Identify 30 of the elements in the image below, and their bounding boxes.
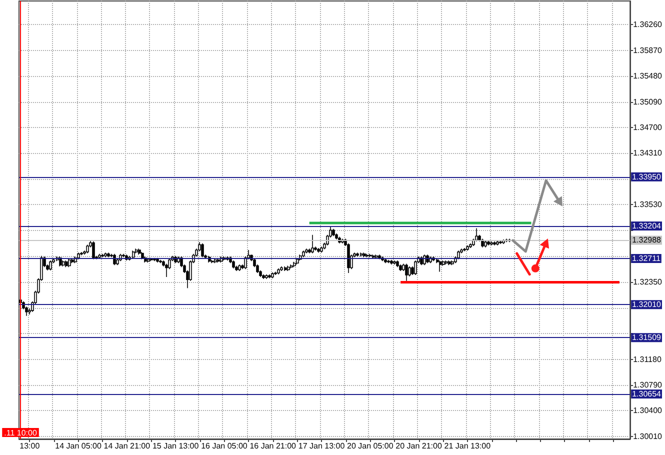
ref-line-label: 1.33950 [632,172,662,182]
y-tick-label: 1.35480 [633,72,663,81]
x-tick-label: 16 Jan 05:00 [201,442,248,450]
y-tick-label: 1.34310 [633,148,663,158]
x-tick-label: 17 Jan 13:00 [298,442,346,450]
x-tick-label: 16 Jan 21:00 [250,442,297,450]
y-tick-label: 1.32350 [633,278,663,287]
y-tick-label: 1.35090 [633,97,663,106]
x-tick-label: 14 Jan 21:00 [104,442,151,450]
x-tick-label: 14 Jan 05:00 [55,442,102,450]
x-tick-label: 20 Jan 05:00 [347,442,394,450]
y-tick-label: 1.30400 [633,406,663,416]
ref-line-label: 1.32010 [632,300,662,310]
x-tick-label: .11 10:00 [4,428,38,438]
ref-line-label: 1.32988 [632,236,662,245]
ref-line-label: 1.32711 [632,254,661,263]
y-tick-label: 1.36260 [633,20,663,30]
y-tick-label: 1.30790 [633,380,663,390]
y-tick-label: 1.30010 [633,432,663,441]
y-tick-label: 1.31180 [633,354,662,364]
x-tick-label: 21 Jan 13:00 [444,442,492,450]
ref-line-label: 1.30654 [632,389,662,398]
ref-line-label: 1.31509 [632,333,662,342]
y-tick-label: 1.33530 [633,200,663,210]
ref-line-label: 1.33204 [632,221,662,230]
x-tick-label: 20 Jan 21:00 [396,442,442,450]
y-tick-label: 1.34700 [633,122,663,132]
x-tick-label: 15 Jan 13:00 [152,442,200,450]
y-tick-label: 1.35870 [633,46,663,55]
x-tick-label: 13:00 [20,442,40,450]
